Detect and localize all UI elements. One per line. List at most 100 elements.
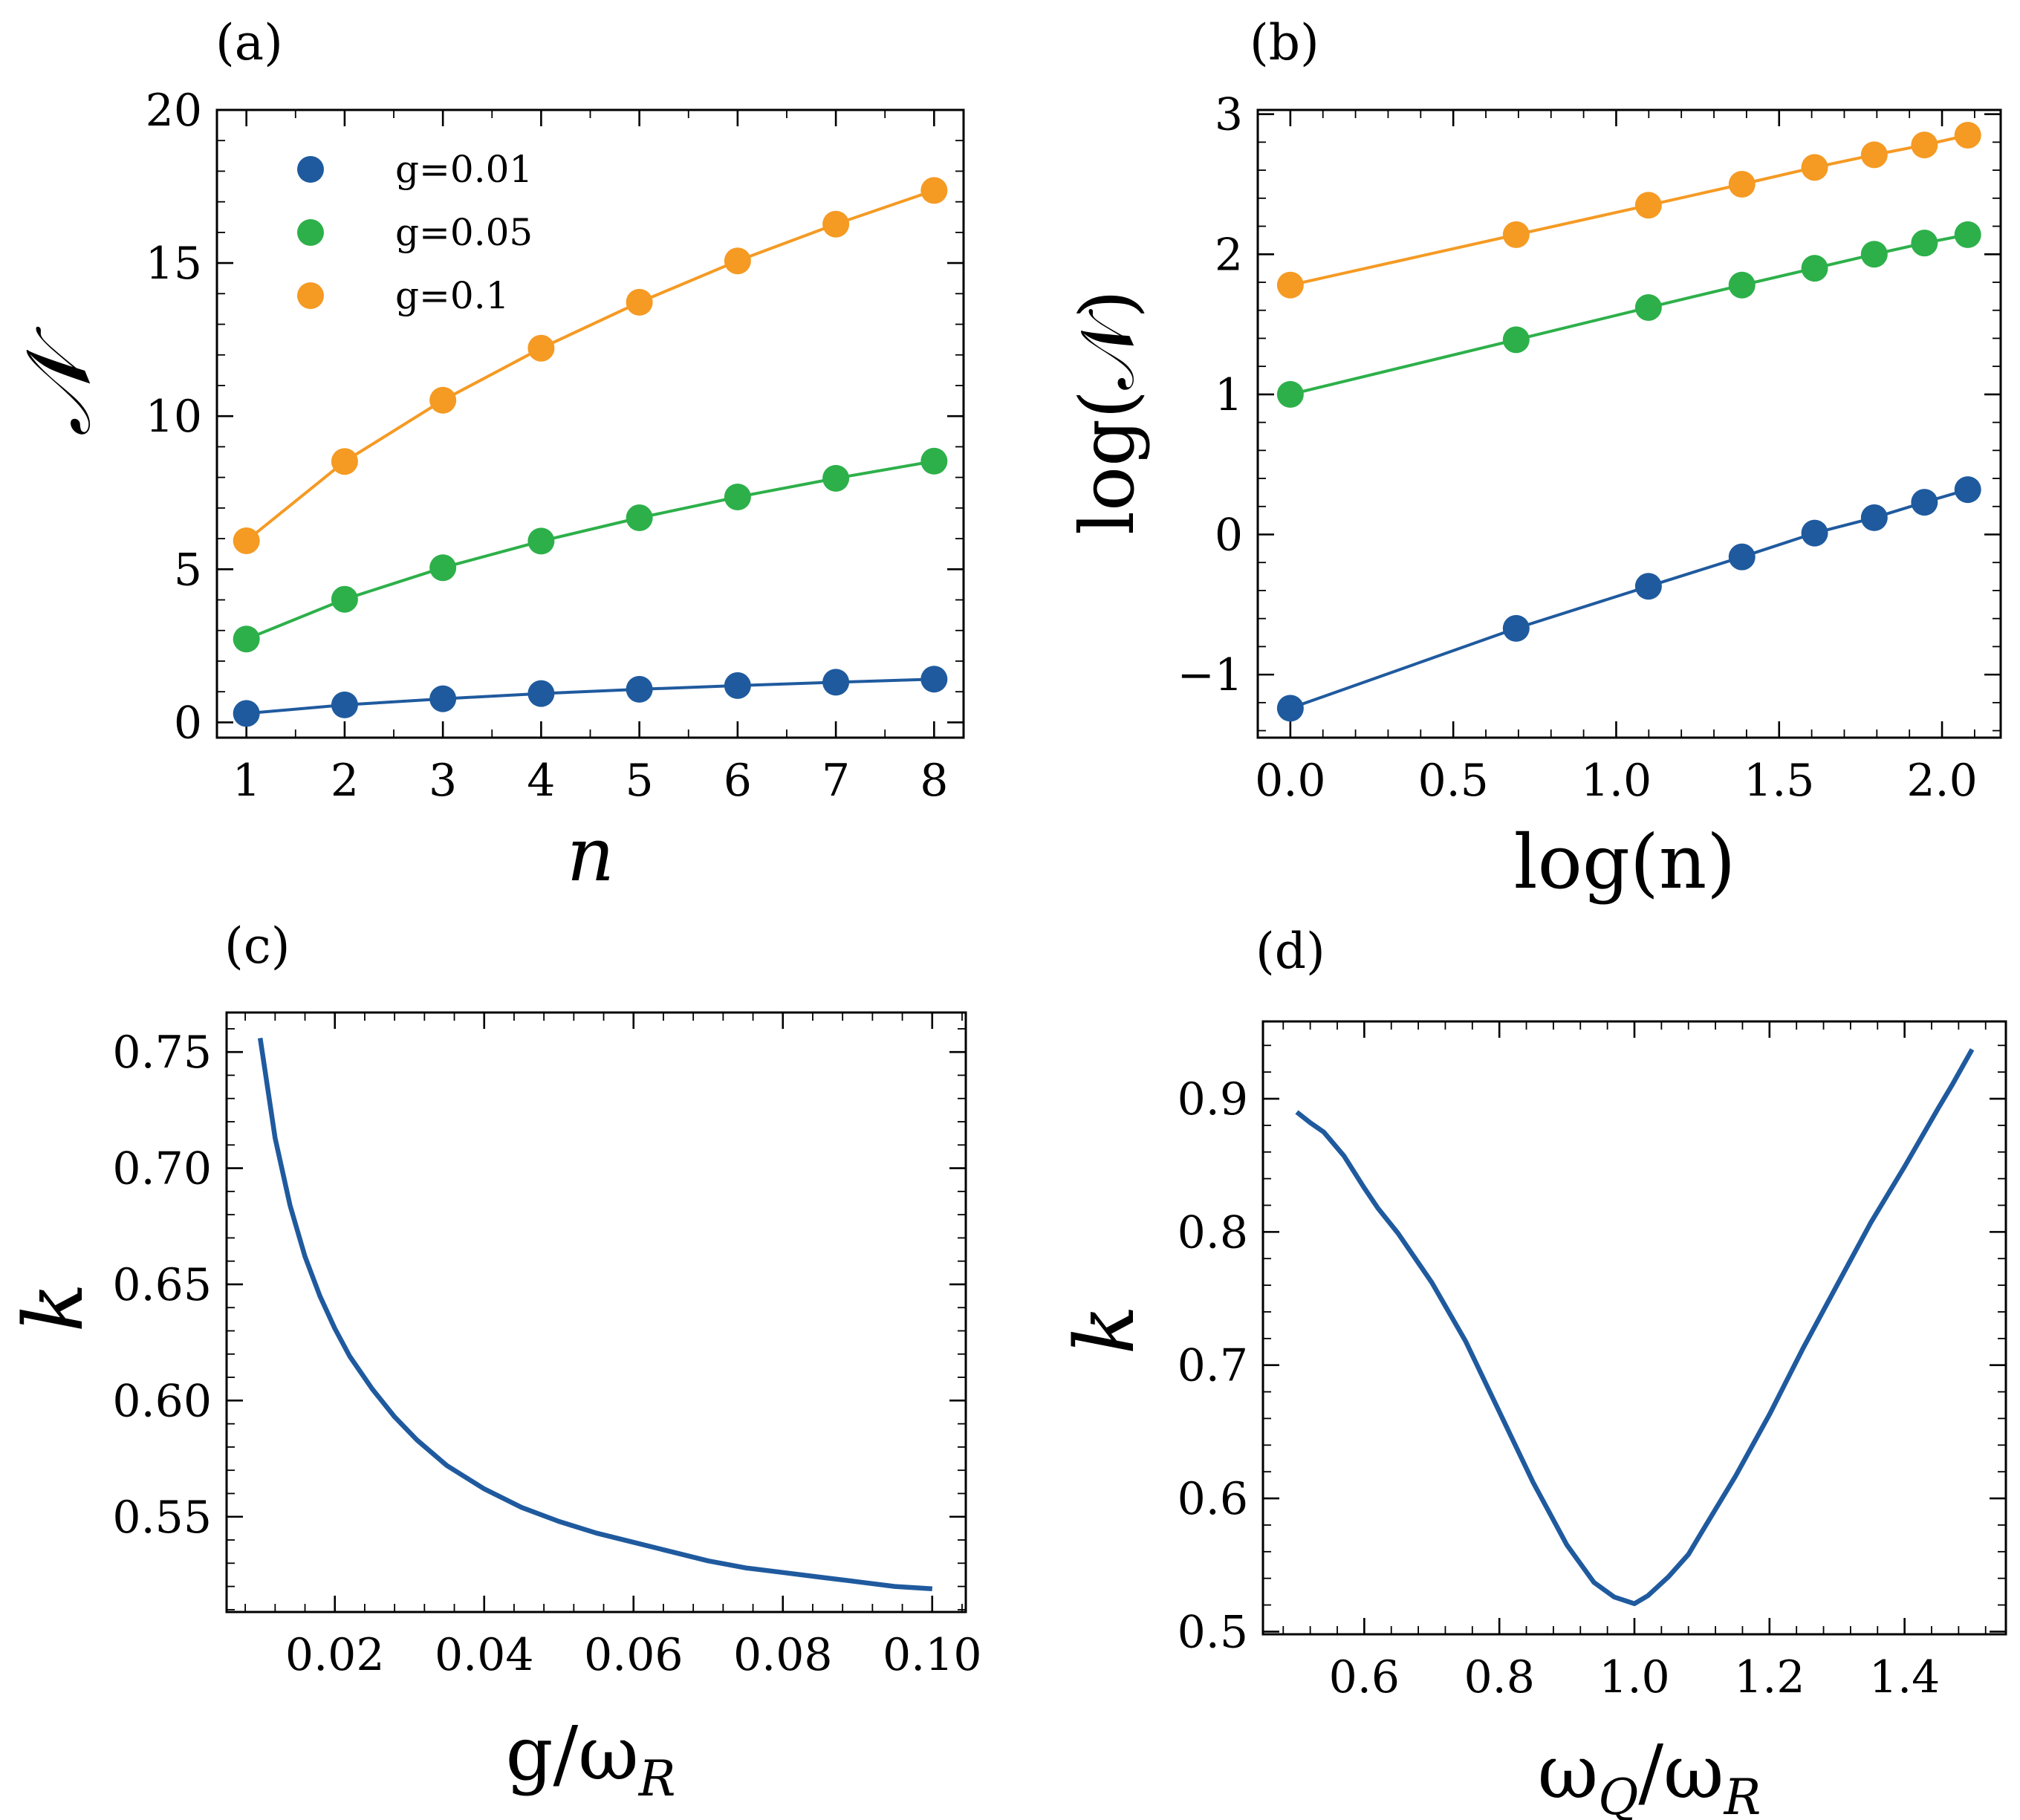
legend-marker-1	[297, 219, 324, 246]
xtick-label-b-3: 1.5	[1744, 755, 1814, 807]
xtick-label-a-6: 7	[822, 755, 850, 807]
xlabel-d-main: ω	[1538, 1729, 1599, 1816]
ytick-label-a-4: 20	[146, 85, 202, 137]
data-point-a-1-5	[724, 484, 751, 511]
ytick-label-d-2: 0.7	[1178, 1340, 1248, 1392]
xtick-label-a-5: 6	[724, 755, 752, 807]
ytick-label-d-0: 0.5	[1178, 1606, 1248, 1658]
panel-label-a: (a)	[215, 14, 283, 71]
data-point-b-2-2	[1634, 192, 1662, 219]
data-point-a-2-4	[626, 288, 653, 316]
xtick-label-b-2: 1.0	[1581, 755, 1652, 807]
xtick-label-c-4: 0.10	[883, 1629, 982, 1681]
panel-label-d: (d)	[1256, 923, 1325, 980]
ytick-label-c-0: 0.55	[112, 1492, 212, 1544]
xlabel-c-main: g/ω	[506, 1710, 639, 1797]
chart-a: 1 2 3 4 5 6 7 8 0 5 10 15 20 g=0.01 g=0.05 g=0.1	[146, 85, 965, 807]
data-point-b-1-7	[1954, 221, 1981, 248]
xtick-label-b-1: 0.5	[1417, 755, 1488, 807]
plot-frame-c	[225, 1011, 967, 1613]
data-point-b-1-3	[1728, 271, 1756, 299]
legend-marker-0	[297, 156, 324, 183]
data-point-b-0-6	[1911, 489, 1938, 516]
xlabel-a: n	[567, 811, 614, 898]
chart-b: 0.0 0.5 1.0 1.5 2.0 −1 0 1 2 3	[1178, 89, 2002, 807]
xlabel-b: log(n)	[1514, 819, 1736, 906]
data-point-b-2-6	[1911, 131, 1938, 159]
ytick-label-d-4: 0.9	[1178, 1073, 1248, 1125]
xtick-label-d-0: 0.6	[1329, 1651, 1400, 1703]
data-point-a-1-1	[331, 585, 358, 613]
xlabel-d-sub1: Q	[1598, 1769, 1638, 1820]
ytick-label-d-3: 0.8	[1178, 1206, 1248, 1258]
ytick-label-a-3: 15	[146, 238, 202, 290]
data-point-a-1-7	[920, 447, 948, 475]
data-point-b-0-3	[1728, 543, 1756, 571]
data-point-a-0-2	[429, 685, 457, 712]
ytick-label-c-3: 0.70	[112, 1143, 212, 1195]
data-point-a-1-6	[822, 464, 850, 492]
data-point-a-2-1	[331, 448, 358, 475]
data-point-b-0-1	[1502, 614, 1530, 642]
ylabel-d: k	[1057, 1305, 1152, 1355]
legend-label-2: g=0.1	[395, 274, 509, 317]
data-point-b-0-5	[1860, 504, 1888, 531]
data-point-b-1-1	[1502, 326, 1530, 354]
xtick-label-a-1: 2	[331, 755, 359, 807]
data-point-a-0-7	[920, 666, 948, 693]
xtick-label-d-1: 0.8	[1464, 1651, 1534, 1703]
ytick-label-b-2: 1	[1215, 369, 1243, 421]
data-point-a-0-4	[626, 675, 653, 703]
data-point-a-1-4	[626, 504, 653, 532]
legend-label-0: g=0.01	[395, 148, 533, 191]
panel-label-b: (b)	[1250, 14, 1319, 71]
xtick-label-c-2: 0.06	[584, 1629, 683, 1681]
ytick-label-b-0: −1	[1178, 649, 1243, 701]
ytick-label-d-1: 0.6	[1178, 1473, 1248, 1525]
data-point-b-1-5	[1860, 241, 1888, 268]
data-point-b-2-7	[1954, 121, 1981, 149]
panel-label-c: (c)	[224, 917, 290, 975]
ytick-label-c-4: 0.75	[112, 1027, 212, 1079]
ytick-label-c-1: 0.60	[112, 1375, 212, 1427]
data-point-a-2-6	[822, 210, 850, 238]
data-point-b-0-7	[1954, 476, 1981, 504]
data-point-a-2-0	[233, 527, 260, 554]
series-line-a-0	[246, 677, 935, 715]
data-point-b-0-0	[1276, 695, 1304, 722]
data-point-b-1-0	[1276, 380, 1304, 408]
data-point-a-2-5	[724, 247, 751, 275]
xtick-label-b-4: 2.0	[1906, 755, 1977, 807]
data-point-a-2-7	[920, 177, 948, 204]
data-point-a-1-2	[429, 554, 457, 582]
ytick-label-a-0: 0	[174, 697, 202, 749]
data-point-a-0-1	[331, 691, 358, 718]
data-point-a-2-3	[527, 334, 555, 362]
xlabel-d-sub2: R	[1724, 1769, 1761, 1820]
chart-d: 0.6 0.8 1.0 1.2 1.4 0.5 0.6 0.7 0.8 0.9	[1178, 1020, 2007, 1703]
data-point-b-2-0	[1276, 271, 1304, 299]
xtick-label-a-4: 5	[626, 755, 654, 807]
ylabel-a: 𝒩	[7, 325, 111, 436]
chart-c: 0.02 0.04 0.06 0.08 0.10 0.55 0.60 0.65 0.70 0.75	[112, 1011, 982, 1681]
data-point-b-1-6	[1911, 230, 1938, 257]
xtick-label-b-0: 0.0	[1255, 755, 1325, 807]
xlabel-d-mid: /ω	[1638, 1729, 1724, 1816]
xtick-label-a-2: 3	[429, 755, 457, 807]
xlabel-d: ωQ/ωR	[1538, 1729, 1761, 1820]
data-point-a-2-2	[429, 386, 457, 414]
data-point-b-2-4	[1801, 154, 1828, 181]
series-line-a-2	[245, 189, 935, 542]
ytick-label-a-2: 10	[146, 391, 202, 443]
xtick-label-a-3: 4	[527, 755, 555, 807]
data-point-b-2-1	[1502, 221, 1530, 248]
plot-frame-b	[1256, 108, 2002, 739]
legend-marker-2	[297, 282, 324, 309]
series-line-c-0	[257, 1037, 932, 1591]
xtick-label-d-2: 1.0	[1599, 1651, 1669, 1703]
ylabel-b: log(𝒩)	[1064, 290, 1151, 535]
ytick-label-b-3: 2	[1215, 229, 1243, 281]
series-line-d-0	[1295, 1048, 1975, 1607]
xlabel-c-sub: R	[638, 1750, 676, 1807]
